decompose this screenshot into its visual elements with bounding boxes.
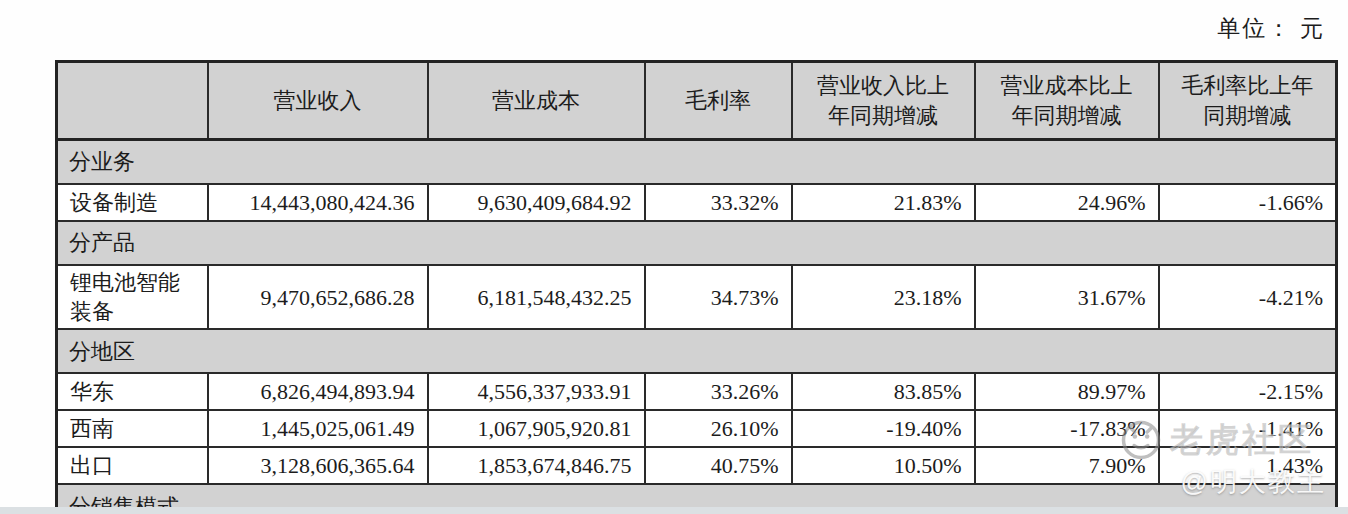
row-label: 设备制造 xyxy=(57,184,208,221)
row-label: 出口 xyxy=(57,447,208,484)
table-row-export: 出口 3,128,606,365.64 1,853,674,846.75 40.… xyxy=(57,447,1337,484)
cell-cost: 9,630,409,684.92 xyxy=(428,184,645,221)
header-cell-margin-yoy: 毛利率比上年 同期增减 xyxy=(1159,62,1337,140)
cell-cost: 1,067,905,920.81 xyxy=(428,410,645,447)
cell-gross-margin: 26.10% xyxy=(645,410,792,447)
cell-margin-yoy: -1.41% xyxy=(1159,410,1337,447)
header-cell-revenue-yoy: 营业收入比上 年同期增减 xyxy=(792,62,975,140)
cell-revenue-yoy: -19.40% xyxy=(792,410,975,447)
bottom-edge-strip xyxy=(0,507,1348,514)
header-cell-gross-margin: 毛利率 xyxy=(645,62,792,140)
header-cell-cost-yoy: 营业成本比上 年同期增减 xyxy=(975,62,1159,140)
header-cell-cost: 营业成本 xyxy=(428,62,645,140)
cell-gross-margin: 34.73% xyxy=(645,265,792,329)
report-page: 单位： 元 营业收入 营业成本 毛利率 营业收入比上 年同期增减 营业成本比上 … xyxy=(0,0,1348,514)
cell-gross-margin: 33.26% xyxy=(645,373,792,410)
cell-cost-yoy: 89.97% xyxy=(975,373,1159,410)
cell-cost-yoy: 24.96% xyxy=(975,184,1159,221)
cell-revenue: 6,826,494,893.94 xyxy=(208,373,428,410)
cell-cost-yoy: 31.67% xyxy=(975,265,1159,329)
section-row-by-business: 分业务 xyxy=(57,140,1337,185)
row-label: 华东 xyxy=(57,373,208,410)
cell-revenue-yoy: 83.85% xyxy=(792,373,975,410)
cell-revenue-yoy: 21.83% xyxy=(792,184,975,221)
row-label: 锂电池智能 装备 xyxy=(57,265,208,329)
section-label: 分地区 xyxy=(57,329,1337,373)
cell-revenue-yoy: 10.50% xyxy=(792,447,975,484)
cell-revenue: 1,445,025,061.49 xyxy=(208,410,428,447)
cell-cost: 6,181,548,432.25 xyxy=(428,265,645,329)
header-cell-empty xyxy=(57,62,208,140)
cell-margin-yoy: -1.66% xyxy=(1159,184,1337,221)
segment-financials-table: 营业收入 营业成本 毛利率 营业收入比上 年同期增减 营业成本比上 年同期增减 … xyxy=(55,60,1338,514)
section-row-by-region: 分地区 xyxy=(57,329,1337,373)
table-row-southwest: 西南 1,445,025,061.49 1,067,905,920.81 26.… xyxy=(57,410,1337,447)
cell-cost: 1,853,674,846.75 xyxy=(428,447,645,484)
cell-cost-yoy: 7.90% xyxy=(975,447,1159,484)
cell-cost: 4,556,337,933.91 xyxy=(428,373,645,410)
section-label: 分产品 xyxy=(57,221,1337,265)
table-header-row: 营业收入 营业成本 毛利率 营业收入比上 年同期增减 营业成本比上 年同期增减 … xyxy=(57,62,1337,140)
table-row-equipment-manufacturing: 设备制造 14,443,080,424.36 9,630,409,684.92 … xyxy=(57,184,1337,221)
row-label: 西南 xyxy=(57,410,208,447)
section-label: 分业务 xyxy=(57,140,1337,185)
cell-margin-yoy: 1.43% xyxy=(1159,447,1337,484)
cell-revenue: 9,470,652,686.28 xyxy=(208,265,428,329)
cell-margin-yoy: -4.21% xyxy=(1159,265,1337,329)
cell-revenue: 14,443,080,424.36 xyxy=(208,184,428,221)
cell-gross-margin: 33.32% xyxy=(645,184,792,221)
cell-cost-yoy: -17.83% xyxy=(975,410,1159,447)
unit-label: 单位： 元 xyxy=(1217,13,1325,44)
cell-gross-margin: 40.75% xyxy=(645,447,792,484)
cell-margin-yoy: -2.15% xyxy=(1159,373,1337,410)
table-row-east-china: 华东 6,826,494,893.94 4,556,337,933.91 33.… xyxy=(57,373,1337,410)
cell-revenue-yoy: 23.18% xyxy=(792,265,975,329)
table-row-lithium-battery-equipment: 锂电池智能 装备 9,470,652,686.28 6,181,548,432.… xyxy=(57,265,1337,329)
section-row-by-product: 分产品 xyxy=(57,221,1337,265)
cell-revenue: 3,128,606,365.64 xyxy=(208,447,428,484)
header-cell-revenue: 营业收入 xyxy=(208,62,428,140)
